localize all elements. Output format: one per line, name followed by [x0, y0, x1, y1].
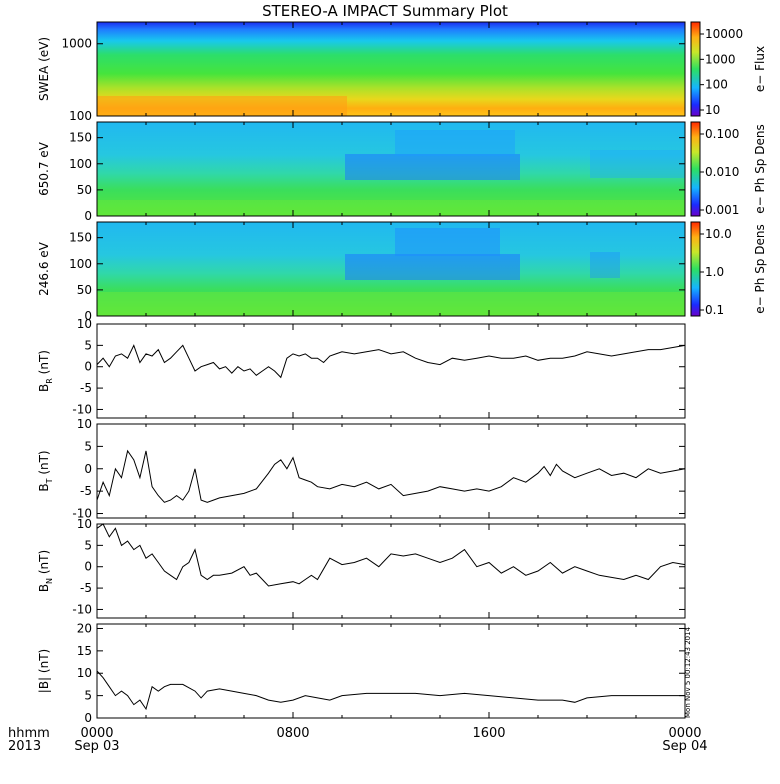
bn-ylabel-main: B — [37, 584, 51, 592]
pad-650-panel — [97, 122, 685, 216]
br-ylabel: BR (nT) — [37, 350, 54, 392]
pad246-ytick-label: 100 — [69, 257, 92, 271]
bmag-ytick-label: 20 — [77, 621, 92, 635]
bmag-ytick-label: 0 — [84, 711, 92, 725]
bt-ytick-label: -5 — [80, 484, 92, 498]
pad246-ylabel: 246.6 eV — [37, 241, 51, 296]
time-tick-label: 0000 — [80, 726, 113, 741]
pad-650-colorbar — [690, 121, 701, 217]
bt-ytick-label: 5 — [84, 439, 92, 453]
pad-246-low-band — [97, 292, 685, 316]
br-series-line — [96, 344, 686, 379]
pad-246-depletion-3 — [590, 252, 620, 278]
bt-ylabel-main: B — [37, 483, 51, 491]
pad246-colorbar-tick-label: 0.1 — [705, 303, 724, 317]
bmag-ylabel: |B| (nT) — [37, 649, 51, 693]
bt-series-line — [96, 449, 686, 503]
pad-246-colorbar — [690, 221, 701, 317]
swea-colorbar-tick-label: 100 — [705, 78, 728, 92]
br-ytick-label: -10 — [72, 402, 92, 416]
bn-ylabel-unit: (nT) — [37, 550, 51, 578]
pad-650-depletion-2 — [395, 130, 515, 156]
time-date-label: Sep 03 — [74, 739, 119, 754]
pad650-ylabel: 650.7 eV — [37, 141, 51, 196]
pad246-ytick-label: 150 — [69, 231, 92, 245]
swea-ytick-label: 100 — [69, 109, 92, 123]
bt-ytick-label: -10 — [72, 507, 92, 521]
pad650-colorbar-tick-label: 0.010 — [705, 165, 739, 179]
bmag-ytick-label: 10 — [77, 666, 92, 680]
br-ytick-label: -5 — [80, 381, 92, 395]
bt-frame — [96, 423, 686, 519]
pad-246-depletion-1 — [345, 254, 520, 280]
bn-frame — [96, 523, 686, 619]
pad-650-low-band — [97, 200, 685, 216]
bt-ytick-label: 0 — [84, 462, 92, 476]
bn-ytick-label: 0 — [84, 560, 92, 574]
pad246-colorbar-label: e− Ph Sp Dens — [753, 224, 767, 313]
bn-ytick-label: 5 — [84, 538, 92, 552]
swea-colorbar-tick-label: 10000 — [705, 27, 743, 41]
bt-ytick-label: 10 — [77, 417, 92, 431]
br-ytick-label: 10 — [77, 317, 92, 331]
bt-ylabel-unit: (nT) — [37, 450, 51, 478]
bn-ytick-label: -10 — [72, 602, 92, 616]
time-tick-label: 0800 — [276, 726, 309, 741]
time-tick-label: 0000 — [668, 726, 701, 741]
pad650-colorbar-label: e− Ph Sp Dens — [753, 124, 767, 213]
pad650-ytick-label: 0 — [84, 209, 92, 223]
bmag-ytick-label: 15 — [77, 644, 92, 658]
creation-stamp: Mon Nov 5 00:12:43 2014 — [684, 626, 692, 718]
bmag-ytick-label: 5 — [84, 689, 92, 703]
pad246-ytick-label: 0 — [84, 309, 92, 323]
bmag-series-line — [96, 670, 685, 711]
bn-ytick-label: 10 — [77, 517, 92, 531]
pad-650-depletion-1 — [345, 154, 520, 180]
swea-ylabel: SWEA (eV) — [37, 37, 51, 101]
time-axis-row-label-1: hhmm — [8, 726, 50, 741]
swea-ytick-label: 1000 — [61, 37, 92, 51]
bt-ylabel-sub: T — [45, 478, 54, 484]
time-axis-row-label-2: 2013 — [8, 739, 41, 754]
swea-spectrogram-panel — [97, 22, 685, 116]
pad650-colorbar-tick-label: 0.100 — [705, 127, 739, 141]
swea-colorbar-tick-label: 10 — [705, 103, 720, 117]
bmag-ylabel-unit: (nT) — [37, 649, 51, 677]
bn-series-line — [96, 523, 686, 587]
br-ylabel-sub: R — [45, 378, 54, 384]
pad650-ytick-label: 50 — [77, 183, 92, 197]
swea-colorbar-label: e− Flux — [753, 46, 767, 92]
br-ytick-label: 0 — [84, 360, 92, 374]
pad246-colorbar-tick-label: 10.0 — [705, 227, 732, 241]
bmag-ylabel-main: |B| — [37, 677, 51, 693]
pad246-colorbar-tick-label: 1.0 — [705, 265, 724, 279]
pad246-ytick-label: 50 — [77, 283, 92, 297]
pad-246-depletion-2 — [395, 228, 500, 256]
swea-colorbar — [690, 21, 701, 117]
bn-ylabel: BN (nT) — [37, 550, 54, 592]
bn-ytick-label: -5 — [80, 581, 92, 595]
bn-ylabel-sub: N — [45, 578, 54, 584]
colorbars — [690, 21, 701, 317]
br-ytick-label: 5 — [84, 338, 92, 352]
bt-ylabel: BT (nT) — [37, 450, 54, 491]
swea-high-flux-band — [97, 96, 347, 116]
pad-650-depletion-3 — [590, 150, 685, 178]
swea-colorbar-tick-label: 1000 — [705, 52, 736, 66]
pad650-ytick-label: 150 — [69, 131, 92, 145]
pad650-ytick-label: 100 — [69, 157, 92, 171]
br-ylabel-unit: (nT) — [37, 350, 51, 378]
br-frame — [96, 323, 686, 419]
br-ylabel-main: B — [37, 384, 51, 392]
time-tick-label: 1600 — [472, 726, 505, 741]
pad-246-panel — [97, 222, 685, 316]
plot-title: STEREO-A IMPACT Summary Plot — [262, 2, 508, 20]
bmag-frame — [96, 623, 686, 719]
pad650-colorbar-tick-label: 0.001 — [705, 203, 739, 217]
time-date-label: Sep 04 — [662, 739, 707, 754]
